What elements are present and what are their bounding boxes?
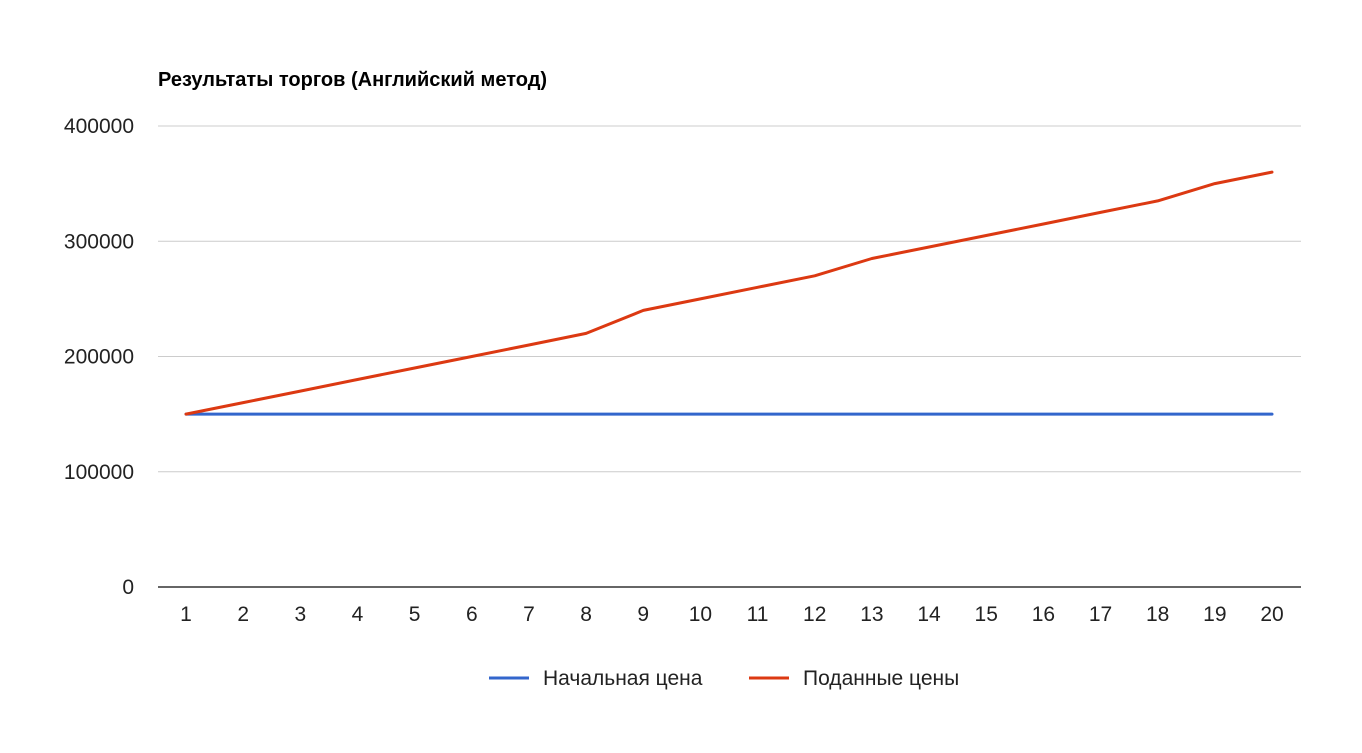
legend-label: Начальная цена [543,667,703,690]
x-tick-label: 17 [1089,603,1112,626]
x-tick-label: 10 [689,603,712,626]
x-tick-label: 15 [975,603,998,626]
x-tick-label: 3 [294,603,306,626]
x-tick-label: 13 [860,603,883,626]
legend-item[interactable]: Начальная цена [489,667,703,690]
y-axis: 0 100000 200000 300000 400000 [64,115,134,599]
chart-title: Результаты торгов (Английский метод) [158,69,547,91]
x-tick-label: 7 [523,603,535,626]
y-tick-label: 300000 [64,230,134,253]
y-tick-label: 0 [122,576,134,599]
x-tick-label: 20 [1260,603,1283,626]
x-tick-label: 5 [409,603,421,626]
y-tick-label: 200000 [64,346,134,369]
x-tick-label: 19 [1203,603,1226,626]
x-tick-label: 12 [803,603,826,626]
x-tick-label: 6 [466,603,478,626]
legend-item[interactable]: Поданные цены [749,667,959,690]
x-tick-label: 16 [1032,603,1055,626]
legend: Начальная цена Поданные цены [489,667,959,690]
x-axis: 1 2 3 4 5 6 7 8 9 10 11 12 13 14 15 16 17 18 19 20 [180,603,1284,626]
series-line-1 [184,170,1274,416]
x-tick-label: 9 [637,603,649,626]
legend-label: Поданные цены [803,667,959,690]
x-tick-label: 14 [917,603,941,626]
x-tick-label: 11 [747,603,769,626]
y-tick-label: 100000 [64,461,134,484]
y-tick-label: 400000 [64,115,134,138]
x-tick-label: 8 [580,603,592,626]
x-tick-label: 4 [352,603,364,626]
x-tick-label: 1 [180,603,192,626]
series-lines [184,170,1274,416]
x-tick-label: 18 [1146,603,1169,626]
x-tick-label: 2 [237,603,249,626]
grid-lines [158,125,1301,588]
